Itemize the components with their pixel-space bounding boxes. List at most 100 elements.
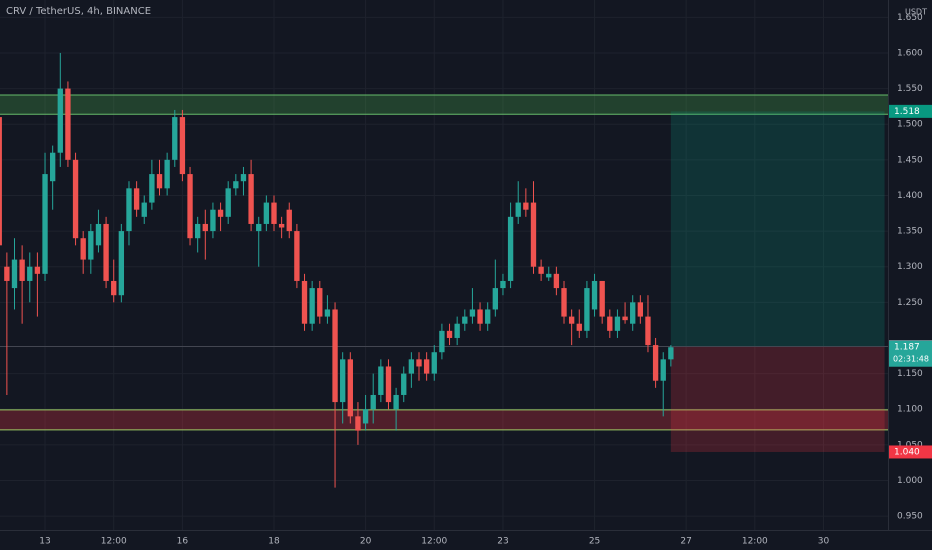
candle-body	[614, 316, 621, 331]
candle-body	[668, 347, 674, 360]
candle-body	[210, 209, 216, 232]
candle-body	[393, 394, 399, 410]
candle-body	[523, 202, 529, 210]
candle-body	[195, 223, 201, 239]
target-label: 1.518	[894, 107, 920, 117]
candle-body	[454, 323, 460, 338]
candle-body	[80, 238, 86, 260]
candle-body	[19, 259, 25, 281]
candle-body	[622, 316, 628, 321]
candle-body	[660, 359, 666, 381]
zone	[0, 409, 888, 430]
candle-body	[507, 216, 514, 281]
candle-body	[27, 266, 33, 281]
candle-body	[485, 309, 491, 324]
candle-body	[126, 188, 132, 232]
candle-body	[88, 231, 94, 260]
candle-body	[347, 359, 353, 417]
candle-body	[576, 323, 582, 331]
candle-body	[355, 416, 361, 431]
candle-body	[607, 316, 613, 331]
candle-body	[301, 280, 308, 324]
y-tick-label: 1.050	[897, 440, 923, 450]
candle-body	[362, 409, 369, 424]
y-tick-label: 0.950	[897, 512, 923, 522]
x-tick-label: 12:00	[421, 537, 447, 547]
candle-body	[492, 288, 498, 310]
y-tick-label: 1.400	[897, 191, 923, 201]
candle-body	[202, 223, 208, 232]
candle-body	[340, 359, 346, 403]
y-tick-label: 1.100	[897, 405, 923, 415]
candle-body	[546, 273, 552, 278]
candle-body	[233, 181, 239, 189]
candle-body	[263, 202, 270, 224]
candle-body	[294, 231, 300, 281]
candle-body	[530, 202, 537, 267]
candle-body	[637, 302, 644, 317]
candle-body	[278, 223, 285, 228]
last-price-label: 1.187	[894, 343, 920, 353]
candle-body	[645, 316, 651, 346]
candle-body	[652, 345, 659, 381]
candle-body	[439, 330, 445, 353]
candle-body	[446, 330, 453, 338]
candle-body	[324, 309, 331, 317]
y-tick-label: 1.250	[897, 298, 923, 308]
target-box	[889, 104, 932, 118]
candle-body	[217, 209, 224, 217]
y-tick-label: 1.600	[897, 48, 923, 58]
candle-body	[57, 88, 63, 153]
candle-body	[309, 288, 315, 324]
candle-body	[286, 209, 292, 232]
y-tick-label: 1.500	[897, 120, 923, 130]
x-tick-label: 16	[177, 537, 189, 547]
candle-body	[187, 174, 193, 239]
x-tick-label: 23	[497, 537, 508, 547]
candle-body	[462, 316, 468, 324]
candle-body	[370, 394, 376, 410]
candle-body	[65, 88, 71, 160]
candle-body	[630, 302, 636, 324]
last-price-box	[889, 340, 932, 367]
candle-body	[0, 117, 2, 246]
candle-body	[49, 152, 56, 182]
currency: USDT	[905, 8, 927, 17]
candle-body	[72, 159, 79, 239]
plot	[0, 0, 888, 530]
x-tick-label: 27	[680, 537, 691, 547]
candle-body	[111, 280, 117, 296]
candle-body	[561, 288, 567, 317]
candle-body	[431, 352, 437, 374]
x-tick-label: 13	[39, 537, 50, 547]
candle-body	[133, 188, 140, 210]
profit-area	[670, 111, 885, 347]
candle-body	[584, 288, 590, 331]
candle-body	[423, 359, 430, 374]
y-tick-label: 1.650	[897, 13, 923, 23]
candle-body	[103, 223, 109, 281]
x-tick-label: 18	[268, 537, 280, 547]
candle-body	[42, 174, 48, 274]
candle-body	[271, 202, 277, 224]
candle-body	[500, 280, 506, 289]
x-tick-label: 30	[818, 537, 830, 547]
loss-area	[670, 346, 885, 452]
candle-body	[408, 359, 415, 374]
y-tick-label: 1.450	[897, 155, 923, 165]
y-tick-label: 1.000	[897, 476, 923, 486]
candle-body	[332, 309, 338, 403]
candle-body	[401, 373, 407, 395]
candle-body	[141, 202, 147, 217]
candle-body	[538, 266, 544, 274]
stop-box	[889, 445, 932, 459]
candle-body	[248, 174, 254, 224]
candle-body	[172, 117, 178, 160]
candle-body	[416, 359, 422, 367]
x-tick-label: 25	[589, 537, 600, 547]
candle-body	[317, 288, 323, 317]
y-tick-label: 1.350	[897, 227, 923, 237]
